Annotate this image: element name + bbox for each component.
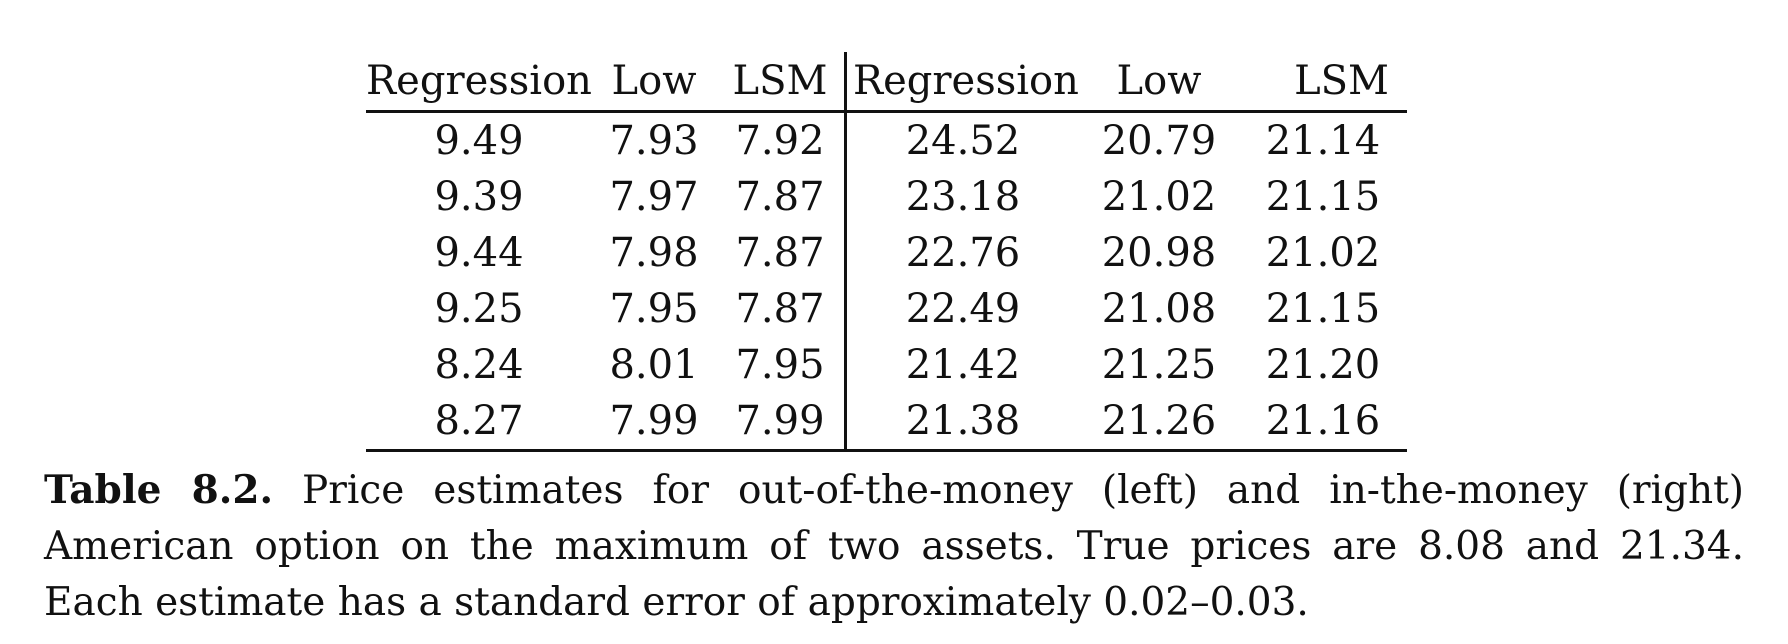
table-cell: 21.25 bbox=[1101, 342, 1217, 388]
table-cell: 21.15 bbox=[1265, 174, 1381, 220]
table-caption: Table 8.2. Price estimates for out-of-th… bbox=[44, 462, 1744, 631]
table-cell: 21.42 bbox=[844, 337, 1079, 393]
table-header-row: Regression Low LSM Regression Low LSM bbox=[366, 52, 1407, 113]
table-cell: 8.24 bbox=[434, 342, 524, 388]
table-cell: 22.49 bbox=[844, 281, 1079, 337]
table-cell: 7.92 bbox=[735, 118, 825, 164]
table-row: 8.24 8.01 7.95 21.42 21.25 21.20 bbox=[366, 337, 1407, 393]
table-row: 9.44 7.98 7.87 22.76 20.98 21.02 bbox=[366, 225, 1407, 281]
table-cell: 24.52 bbox=[844, 111, 1079, 169]
table-cell: 9.44 bbox=[434, 230, 524, 276]
table-cell: 7.95 bbox=[609, 286, 699, 332]
table-cell: 21.38 bbox=[844, 393, 1079, 452]
caption-text: Price estimates for out-of-the-money (le… bbox=[44, 468, 1744, 625]
table-row: 9.39 7.97 7.87 23.18 21.02 21.15 bbox=[366, 169, 1407, 225]
table-cell: 21.02 bbox=[1101, 174, 1217, 220]
table-header: Regression Low LSM Regression Low LSM bbox=[366, 52, 1407, 113]
table-cell: 7.95 bbox=[735, 342, 825, 388]
table-cell: 23.18 bbox=[844, 169, 1079, 225]
table-cell: 20.98 bbox=[1101, 230, 1217, 276]
table-cell: 21.15 bbox=[1265, 286, 1381, 332]
price-estimates-table: Regression Low LSM Regression Low LSM 9.… bbox=[366, 52, 1407, 452]
column-header: LSM bbox=[716, 52, 846, 113]
table-cell: 7.97 bbox=[609, 174, 699, 220]
table-cell: 8.27 bbox=[366, 393, 592, 452]
table-cell: 9.49 bbox=[434, 118, 524, 164]
table-cell: 21.08 bbox=[1101, 286, 1217, 332]
table-cell: 7.87 bbox=[735, 286, 825, 332]
table-cell: 7.87 bbox=[735, 174, 825, 220]
table-row: 9.25 7.95 7.87 22.49 21.08 21.15 bbox=[366, 281, 1407, 337]
table-cell: 9.39 bbox=[434, 174, 524, 220]
table-cell: 21.14 bbox=[1265, 118, 1381, 164]
table-cell: 7.87 bbox=[735, 230, 825, 276]
table-cell: 21.16 bbox=[1239, 393, 1407, 452]
table-cell: 7.98 bbox=[609, 230, 699, 276]
table-cell: 22.76 bbox=[844, 225, 1079, 281]
table-body: 9.49 7.93 7.92 24.52 20.79 21.14 9.39 7.… bbox=[366, 111, 1407, 452]
table-cell: 9.25 bbox=[434, 286, 524, 332]
column-header: Regression bbox=[844, 52, 1079, 113]
caption-label: Table 8.2. bbox=[44, 467, 274, 513]
table-cell: 7.99 bbox=[592, 393, 716, 452]
table-cell: 7.93 bbox=[609, 118, 699, 164]
table-cell: 21.26 bbox=[1079, 393, 1239, 452]
column-header: Regression bbox=[366, 52, 592, 113]
table-cell: 21.02 bbox=[1265, 230, 1381, 276]
table-cell: 20.79 bbox=[1101, 118, 1217, 164]
table-cell: 21.20 bbox=[1265, 342, 1381, 388]
column-header: Low bbox=[592, 52, 716, 113]
column-header: LSM bbox=[1239, 52, 1407, 113]
table-row: 8.27 7.99 7.99 21.38 21.26 21.16 bbox=[366, 393, 1407, 452]
table-cell: 7.99 bbox=[716, 393, 846, 452]
table-cell: 8.01 bbox=[609, 342, 699, 388]
table-row: 9.49 7.93 7.92 24.52 20.79 21.14 bbox=[366, 111, 1407, 169]
column-header: Low bbox=[1079, 52, 1239, 113]
